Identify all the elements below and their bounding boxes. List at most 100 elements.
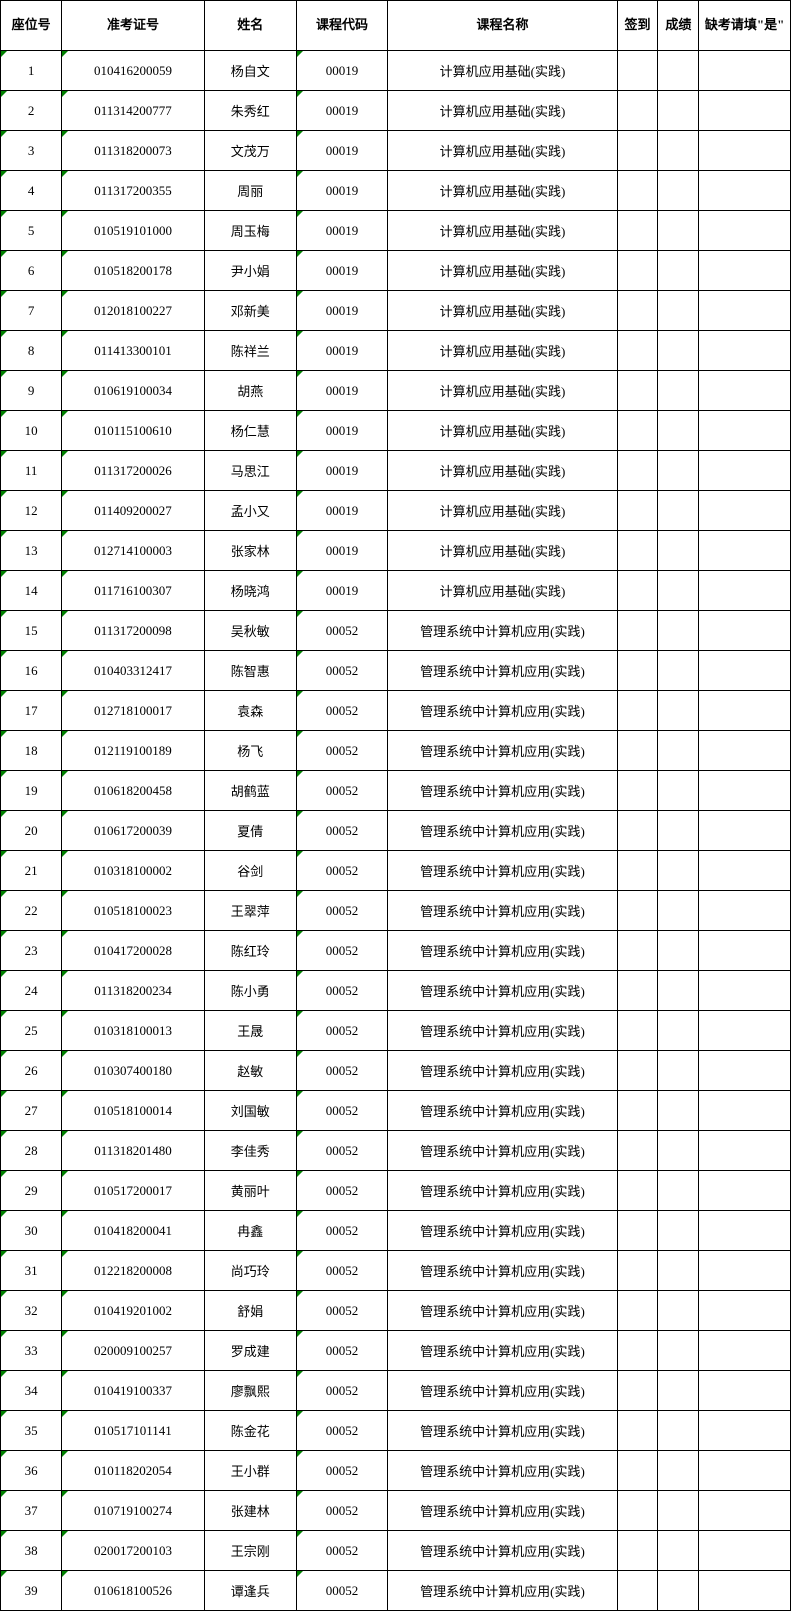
cell-name: 陈智惠 bbox=[204, 651, 296, 691]
cell-course_code: 00052 bbox=[296, 1091, 388, 1131]
cell-seat: 39 bbox=[1, 1571, 62, 1611]
cell-exam_id: 011716100307 bbox=[62, 571, 205, 611]
cell-name: 胡鹤蓝 bbox=[204, 771, 296, 811]
cell-seat: 26 bbox=[1, 1051, 62, 1091]
cell-sign bbox=[617, 811, 658, 851]
table-row: 24011318200234陈小勇00052管理系统中计算机应用(实践) bbox=[1, 971, 791, 1011]
cell-sign bbox=[617, 251, 658, 291]
table-row: 26010307400180赵敏00052管理系统中计算机应用(实践) bbox=[1, 1051, 791, 1091]
table-row: 5010519101000周玉梅00019计算机应用基础(实践) bbox=[1, 211, 791, 251]
cell-course_name: 计算机应用基础(实践) bbox=[388, 331, 617, 371]
cell-seat: 2 bbox=[1, 91, 62, 131]
cell-name: 王翠萍 bbox=[204, 891, 296, 931]
cell-seat: 7 bbox=[1, 291, 62, 331]
cell-name: 张建林 bbox=[204, 1491, 296, 1531]
cell-exam_id: 011317200355 bbox=[62, 171, 205, 211]
cell-exam_id: 010417200028 bbox=[62, 931, 205, 971]
cell-score bbox=[658, 611, 699, 651]
header-absent: 缺考请填"是" bbox=[699, 1, 791, 51]
cell-course_name: 计算机应用基础(实践) bbox=[388, 371, 617, 411]
cell-sign bbox=[617, 611, 658, 651]
cell-score bbox=[658, 1531, 699, 1571]
cell-absent bbox=[699, 931, 791, 971]
cell-course_code: 00019 bbox=[296, 491, 388, 531]
table-row: 32010419201002舒娟00052管理系统中计算机应用(实践) bbox=[1, 1291, 791, 1331]
cell-absent bbox=[699, 691, 791, 731]
table-row: 16010403312417陈智惠00052管理系统中计算机应用(实践) bbox=[1, 651, 791, 691]
cell-course_name: 管理系统中计算机应用(实践) bbox=[388, 1091, 617, 1131]
cell-score bbox=[658, 1251, 699, 1291]
cell-sign bbox=[617, 211, 658, 251]
cell-sign bbox=[617, 1371, 658, 1411]
cell-course_code: 00052 bbox=[296, 1211, 388, 1251]
table-row: 33020009100257罗成建00052管理系统中计算机应用(实践) bbox=[1, 1331, 791, 1371]
cell-course_name: 管理系统中计算机应用(实践) bbox=[388, 971, 617, 1011]
cell-course_code: 00052 bbox=[296, 1331, 388, 1371]
cell-score bbox=[658, 731, 699, 771]
table-row: 25010318100013王晟00052管理系统中计算机应用(实践) bbox=[1, 1011, 791, 1051]
cell-seat: 8 bbox=[1, 331, 62, 371]
cell-sign bbox=[617, 171, 658, 211]
cell-seat: 22 bbox=[1, 891, 62, 931]
cell-course_name: 计算机应用基础(实践) bbox=[388, 291, 617, 331]
header-course_code: 课程代码 bbox=[296, 1, 388, 51]
cell-absent bbox=[699, 51, 791, 91]
cell-course_name: 管理系统中计算机应用(实践) bbox=[388, 1491, 617, 1531]
cell-absent bbox=[699, 491, 791, 531]
cell-absent bbox=[699, 451, 791, 491]
cell-name: 张家林 bbox=[204, 531, 296, 571]
cell-absent bbox=[699, 331, 791, 371]
cell-absent bbox=[699, 1411, 791, 1451]
cell-exam_id: 010517101141 bbox=[62, 1411, 205, 1451]
cell-absent bbox=[699, 1131, 791, 1171]
cell-score bbox=[658, 251, 699, 291]
cell-course_code: 00052 bbox=[296, 971, 388, 1011]
cell-absent bbox=[699, 1451, 791, 1491]
cell-name: 周丽 bbox=[204, 171, 296, 211]
table-row: 38020017200103王宗刚00052管理系统中计算机应用(实践) bbox=[1, 1531, 791, 1571]
cell-score bbox=[658, 1571, 699, 1611]
cell-sign bbox=[617, 931, 658, 971]
cell-exam_id: 010518100023 bbox=[62, 891, 205, 931]
cell-score bbox=[658, 1051, 699, 1091]
cell-course_name: 管理系统中计算机应用(实践) bbox=[388, 1371, 617, 1411]
cell-name: 邓新美 bbox=[204, 291, 296, 331]
cell-exam_id: 011314200777 bbox=[62, 91, 205, 131]
cell-name: 尚巧玲 bbox=[204, 1251, 296, 1291]
table-row: 7012018100227邓新美00019计算机应用基础(实践) bbox=[1, 291, 791, 331]
cell-exam_id: 010318100002 bbox=[62, 851, 205, 891]
cell-exam_id: 010517200017 bbox=[62, 1171, 205, 1211]
cell-score bbox=[658, 1171, 699, 1211]
cell-sign bbox=[617, 691, 658, 731]
cell-course_name: 管理系统中计算机应用(实践) bbox=[388, 1451, 617, 1491]
cell-exam_id: 010619100034 bbox=[62, 371, 205, 411]
cell-sign bbox=[617, 411, 658, 451]
cell-score bbox=[658, 811, 699, 851]
cell-sign bbox=[617, 1411, 658, 1451]
cell-course_code: 00052 bbox=[296, 1411, 388, 1451]
cell-course_code: 00019 bbox=[296, 131, 388, 171]
table-row: 28011318201480李佳秀00052管理系统中计算机应用(实践) bbox=[1, 1131, 791, 1171]
cell-name: 王小群 bbox=[204, 1451, 296, 1491]
cell-absent bbox=[699, 1491, 791, 1531]
cell-course_name: 计算机应用基础(实践) bbox=[388, 51, 617, 91]
table-row: 4011317200355周丽00019计算机应用基础(实践) bbox=[1, 171, 791, 211]
cell-course_code: 00052 bbox=[296, 1251, 388, 1291]
cell-sign bbox=[617, 1091, 658, 1131]
cell-absent bbox=[699, 251, 791, 291]
cell-course_code: 00052 bbox=[296, 771, 388, 811]
cell-exam_id: 010617200039 bbox=[62, 811, 205, 851]
cell-name: 马思江 bbox=[204, 451, 296, 491]
cell-exam_id: 010519101000 bbox=[62, 211, 205, 251]
cell-seat: 30 bbox=[1, 1211, 62, 1251]
table-row: 39010618100526谭逢兵00052管理系统中计算机应用(实践) bbox=[1, 1571, 791, 1611]
table-row: 18012119100189杨飞00052管理系统中计算机应用(实践) bbox=[1, 731, 791, 771]
cell-name: 舒娟 bbox=[204, 1291, 296, 1331]
cell-exam_id: 010618100526 bbox=[62, 1571, 205, 1611]
cell-name: 刘国敏 bbox=[204, 1091, 296, 1131]
cell-seat: 12 bbox=[1, 491, 62, 531]
cell-name: 黄丽叶 bbox=[204, 1171, 296, 1211]
cell-score bbox=[658, 1011, 699, 1051]
cell-course_code: 00052 bbox=[296, 931, 388, 971]
cell-seat: 9 bbox=[1, 371, 62, 411]
